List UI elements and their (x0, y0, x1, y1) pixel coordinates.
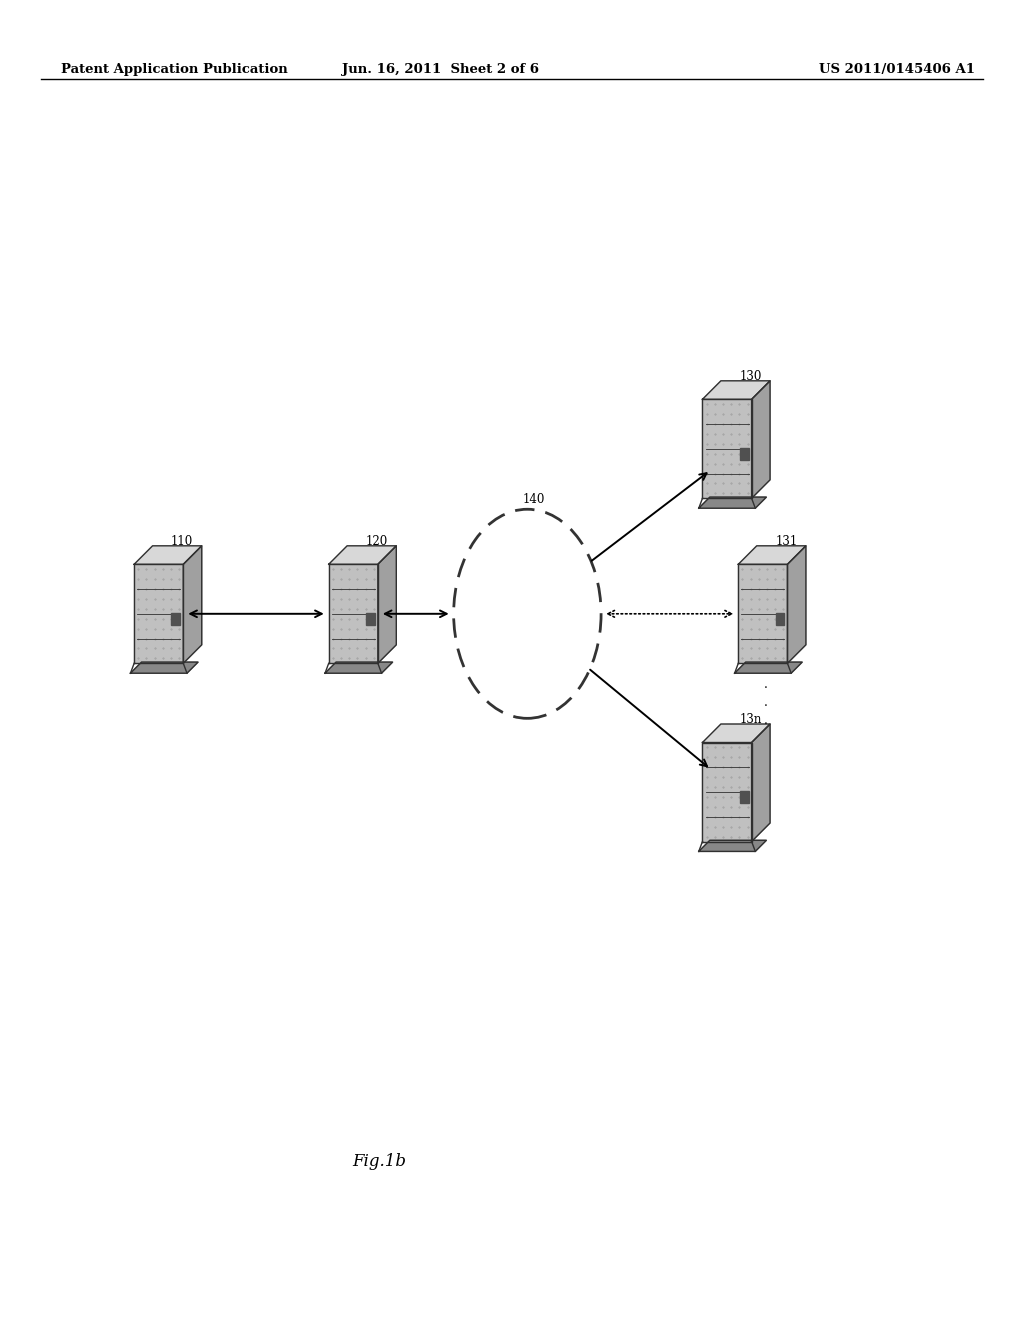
Polygon shape (698, 841, 766, 851)
Text: 131: 131 (775, 535, 798, 548)
Text: Patent Application Publication: Patent Application Publication (61, 63, 288, 77)
Polygon shape (378, 546, 396, 663)
Text: 13n: 13n (739, 713, 762, 726)
Polygon shape (775, 612, 784, 624)
Polygon shape (130, 663, 198, 673)
Polygon shape (329, 565, 378, 663)
Text: 140: 140 (522, 492, 545, 506)
Polygon shape (702, 742, 752, 842)
Polygon shape (787, 546, 806, 663)
Polygon shape (752, 723, 770, 842)
Polygon shape (734, 663, 802, 673)
Polygon shape (171, 612, 180, 624)
Polygon shape (134, 546, 202, 565)
Polygon shape (366, 612, 375, 624)
Polygon shape (329, 546, 396, 565)
Polygon shape (739, 791, 749, 803)
Polygon shape (752, 380, 770, 498)
Polygon shape (738, 565, 787, 663)
Text: 120: 120 (366, 535, 388, 548)
Text: 130: 130 (739, 370, 762, 383)
Polygon shape (183, 546, 202, 663)
Text: Jun. 16, 2011  Sheet 2 of 6: Jun. 16, 2011 Sheet 2 of 6 (342, 63, 539, 77)
Polygon shape (698, 498, 766, 508)
Polygon shape (739, 447, 749, 459)
Polygon shape (702, 723, 770, 742)
Polygon shape (325, 663, 392, 673)
Text: Fig.1b: Fig.1b (352, 1154, 406, 1170)
Text: .
.
.: . . . (764, 678, 767, 727)
Polygon shape (702, 380, 770, 399)
Text: 110: 110 (171, 535, 194, 548)
Polygon shape (134, 565, 183, 663)
Polygon shape (738, 546, 806, 565)
Text: US 2011/0145406 A1: US 2011/0145406 A1 (819, 63, 975, 77)
Polygon shape (702, 399, 752, 498)
